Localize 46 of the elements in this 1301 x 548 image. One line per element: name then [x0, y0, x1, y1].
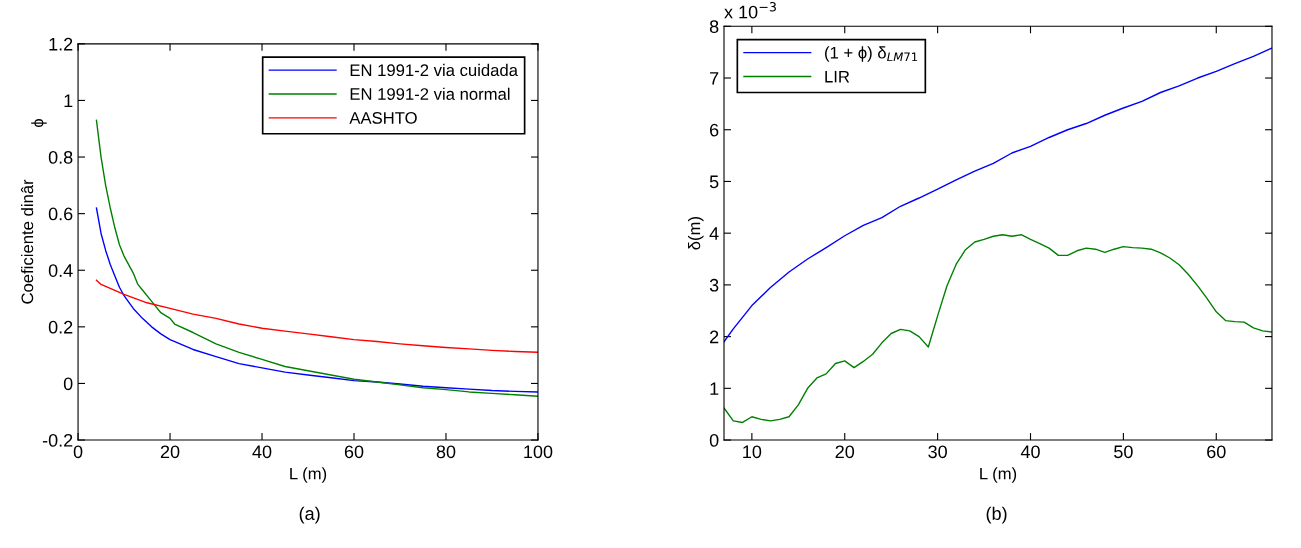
y-tick-label: 0.8 [48, 150, 73, 164]
legend-label: LIR [825, 70, 850, 83]
y-tick-label: 1 [710, 382, 719, 395]
y-tick-label: 1 [64, 94, 73, 107]
y-tick-label: 8 [709, 20, 719, 34]
legend-label: AASHTO [349, 112, 417, 124]
x-tick-label: 0 [73, 445, 83, 459]
y-tick-label: 0.6 [48, 207, 73, 221]
legend-label: EN 1991-2 via cuidada [350, 63, 518, 77]
y-tick-label: 3 [709, 278, 719, 292]
legend-label: (1 + ϕ) δ$_{LM71}$ [825, 46, 918, 62]
x-axis-title: L (m) [290, 467, 327, 483]
y-tick-label: 0.4 [48, 264, 73, 277]
line-series [724, 47, 1272, 343]
y-tick-label: 1.2 [49, 37, 73, 51]
text: (a) [299, 506, 320, 524]
x-tick-label: 40 [252, 445, 272, 459]
line-series [95, 279, 538, 354]
text: x 10$^{−3}$ [724, 1, 776, 19]
y-tick-label: 0.2 [48, 320, 73, 334]
y-axis-title: δ(m) [688, 217, 704, 250]
x-tick-label: 40 [1020, 445, 1040, 459]
y-tick-label: -0.2 [42, 433, 73, 447]
text: (b) [986, 506, 1007, 524]
y-tick-label: 0 [63, 377, 73, 391]
x-tick-label: 50 [1114, 445, 1133, 459]
x-tick-label: 20 [835, 445, 855, 459]
y-tick-label: 0 [709, 433, 719, 447]
y-tick-label: 4 [709, 227, 719, 240]
y-axis-title: Coeficiente dinâr [20, 179, 34, 304]
x-tick-label: 100 [524, 445, 553, 459]
y-tick-label: 5 [709, 175, 719, 189]
legend-label: EN 1991-2 via normal [350, 87, 510, 100]
x-axis-title: L (m) [980, 467, 1017, 483]
x-tick-label: 10 [743, 445, 762, 459]
x-tick-label: 30 [928, 445, 947, 459]
line-series [724, 234, 1272, 424]
y-tick-label: 7 [710, 72, 719, 85]
x-tick-label: 60 [1207, 445, 1226, 459]
x-tick-label: 80 [436, 445, 456, 459]
y-tick-label: 6 [710, 123, 719, 137]
text: ϕ [31, 119, 47, 128]
x-tick-label: 60 [344, 445, 364, 459]
y-tick-label: 2 [710, 330, 719, 344]
line-series [95, 207, 538, 393]
x-tick-label: 20 [160, 445, 180, 459]
